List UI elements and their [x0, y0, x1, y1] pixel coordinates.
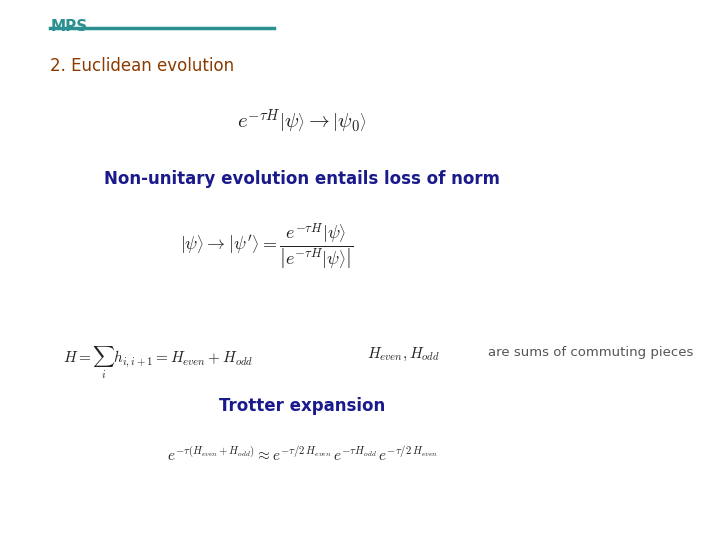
Text: $e^{-\tau(H_{even}+H_{odd})} \approx e^{-\tau/2\, H_{even}}\, e^{-\tau H_{odd}}\: $e^{-\tau(H_{even}+H_{odd})} \approx e^{… [167, 446, 438, 464]
Text: Non-unitary evolution entails loss of norm: Non-unitary evolution entails loss of no… [104, 170, 500, 188]
Text: $\left|\psi\right\rangle \rightarrow \left|\psi'\right\rangle = \dfrac{e^{-\tau : $\left|\psi\right\rangle \rightarrow \le… [180, 221, 353, 272]
Text: Trotter expansion: Trotter expansion [220, 397, 385, 415]
Text: $e^{-\tau H}\left|\psi\right\rangle \rightarrow \left|\psi_0\right\rangle$: $e^{-\tau H}\left|\psi\right\rangle \rig… [238, 108, 367, 136]
Text: MPS: MPS [50, 19, 88, 34]
Text: are sums of commuting pieces: are sums of commuting pieces [487, 346, 693, 359]
Text: $H_{even}, H_{odd}$: $H_{even}, H_{odd}$ [366, 346, 440, 363]
Text: $H = \sum_i h_{i,i+1} = H_{even} + H_{odd}$: $H = \sum_i h_{i,i+1} = H_{even} + H_{od… [63, 346, 253, 381]
Text: 2. Euclidean evolution: 2. Euclidean evolution [50, 57, 235, 75]
